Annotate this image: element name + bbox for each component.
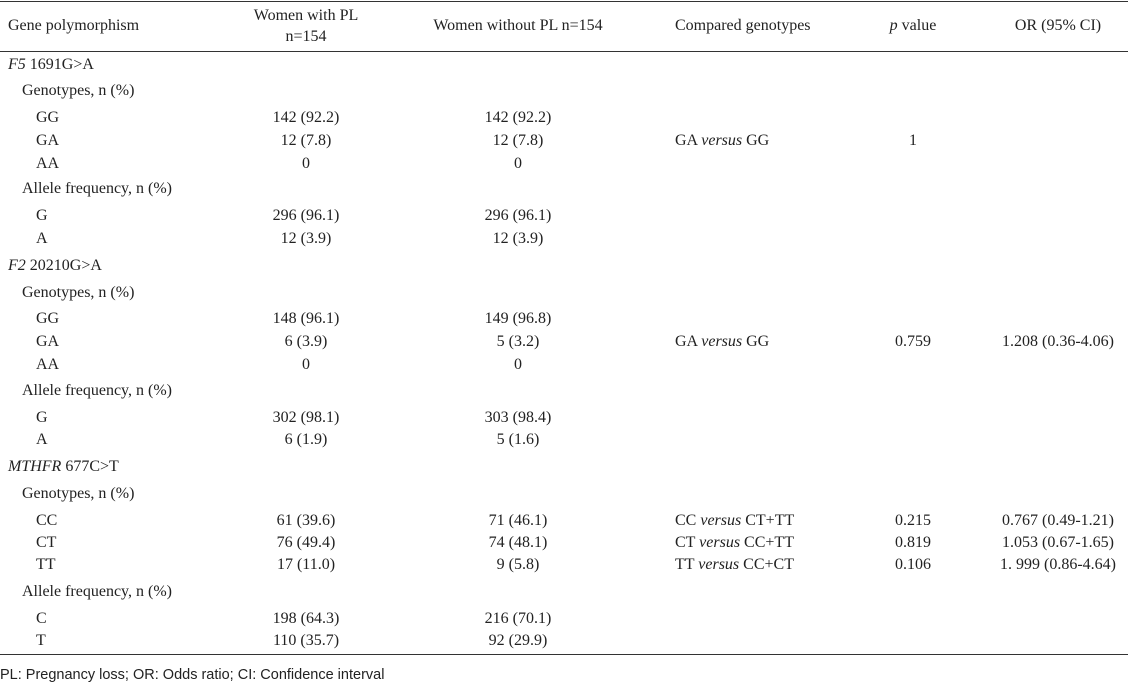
table-cell-with-pl: 198 (64.3): [272, 610, 340, 627]
table-cell-without-pl: 149 (96.8): [484, 310, 552, 327]
table-cell-without-pl: 74 (48.1): [488, 534, 548, 551]
table-cell-compared: CC versus CT+TT: [675, 512, 795, 529]
table-cell-with-pl: 296 (96.1): [272, 207, 340, 224]
table-cell-without-pl: 12 (3.9): [492, 230, 544, 247]
table-cell-with-pl: 148 (96.1): [272, 310, 340, 327]
table-cell-with-pl: 17 (11.0): [276, 556, 336, 573]
table-cell-p-value: 0.819: [895, 534, 931, 551]
row-label-allele-frequency: Allele frequency, n (%): [22, 180, 172, 197]
table-row-label: AA: [36, 356, 60, 373]
table-cell-compared: CT versus CC+TT: [675, 534, 794, 551]
row-label-genotypes: Genotypes, n (%): [22, 284, 135, 301]
table-cell-without-pl: 216 (70.1): [484, 610, 552, 627]
table-row-label: C: [36, 610, 47, 627]
row-label-genotypes: Genotypes, n (%): [22, 82, 135, 99]
table-cell-or: 0.767 (0.49-1.21): [1002, 512, 1114, 529]
table-cell-without-pl: 71 (46.1): [488, 512, 548, 529]
table-row-label: AA: [36, 155, 60, 172]
table-row-label: A: [36, 230, 48, 247]
table-cell-with-pl: 302 (98.1): [272, 409, 340, 426]
header-women-without-pl: Women without PL n=154: [433, 17, 603, 34]
table-cell-with-pl: 6 (3.9): [284, 333, 328, 350]
header-or-ci: OR (95% CI): [1014, 17, 1102, 34]
header-compared-genotypes: Compared genotypes: [675, 17, 811, 34]
header-p-value: p value: [889, 17, 937, 34]
table-row-label: GA: [36, 132, 60, 149]
table-cell-without-pl: 0: [514, 155, 522, 172]
row-label-allele-frequency: Allele frequency, n (%): [22, 583, 172, 600]
table-row-label: GG: [36, 310, 60, 327]
table-cell-or: 1. 999 (0.86-4.64): [1000, 556, 1116, 573]
table-cell-compared: GA versus GG: [675, 132, 770, 149]
table-cell-with-pl: 6 (1.9): [284, 431, 328, 448]
header-women-with-pl-n: n=154: [285, 28, 327, 45]
table-cell-without-pl: 296 (96.1): [484, 207, 552, 224]
table-cell-compared: GA versus GG: [675, 333, 770, 350]
table-row-label: GA: [36, 333, 60, 350]
table-cell-with-pl: 0: [302, 155, 310, 172]
table-cell-or: 1.053 (0.67-1.65): [1002, 534, 1114, 551]
table-row-label: G: [36, 207, 48, 224]
table-cell-with-pl: 61 (39.6): [276, 512, 336, 529]
row-label-allele-frequency: Allele frequency, n (%): [22, 382, 172, 399]
table-row-label: CT: [36, 534, 57, 551]
table-cell-without-pl: 9 (5.8): [496, 556, 540, 573]
table-cell-without-pl: 303 (98.4): [484, 409, 552, 426]
table-cell-without-pl: 12 (7.8): [492, 132, 544, 149]
section-title-f2: F2 20210G>A: [8, 257, 102, 274]
table-row-label: A: [36, 431, 48, 448]
table-cell-compared: TT versus CC+CT: [675, 556, 794, 573]
header-gene-polymorphism: Gene polymorphism: [8, 17, 140, 34]
table-cell-with-pl: 12 (7.8): [280, 132, 332, 149]
table-cell-with-pl: 142 (92.2): [272, 109, 340, 126]
table-bottom-rule: [0, 654, 1128, 655]
table-footnote: PL: Pregnancy loss; OR: Odds ratio; CI: …: [0, 667, 385, 683]
table-cell-with-pl: 76 (49.4): [276, 534, 336, 551]
row-label-genotypes: Genotypes, n (%): [22, 485, 135, 502]
table-cell-without-pl: 5 (3.2): [496, 333, 540, 350]
table-cell-with-pl: 0: [302, 356, 310, 373]
table-cell-without-pl: 92 (29.9): [488, 632, 548, 649]
table-cell-with-pl: 12 (3.9): [280, 230, 332, 247]
table-cell-p-value: 1: [909, 132, 917, 149]
table-cell-p-value: 0.106: [895, 556, 931, 573]
table-cell-with-pl: 110 (35.7): [272, 632, 340, 649]
table-top-rule: [0, 1, 1128, 2]
table-cell-without-pl: 5 (1.6): [496, 431, 540, 448]
table-row-label: G: [36, 409, 48, 426]
table-cell-without-pl: 142 (92.2): [484, 109, 552, 126]
table-row-label: CC: [36, 512, 58, 529]
header-rule: [0, 51, 1128, 52]
section-title-f5: F5 1691G>A: [8, 56, 94, 73]
table-cell-p-value: 0.759: [895, 333, 931, 350]
table-row-label: TT: [36, 556, 56, 573]
table-row-label: T: [36, 632, 46, 649]
section-title-mthfr: MTHFR 677C>T: [8, 458, 119, 475]
table-cell-or: 1.208 (0.36-4.06): [1002, 333, 1114, 350]
table-row-label: GG: [36, 109, 60, 126]
table-cell-p-value: 0.215: [895, 512, 931, 529]
header-women-with-pl: Women with PL: [253, 7, 359, 24]
table-cell-without-pl: 0: [514, 356, 522, 373]
